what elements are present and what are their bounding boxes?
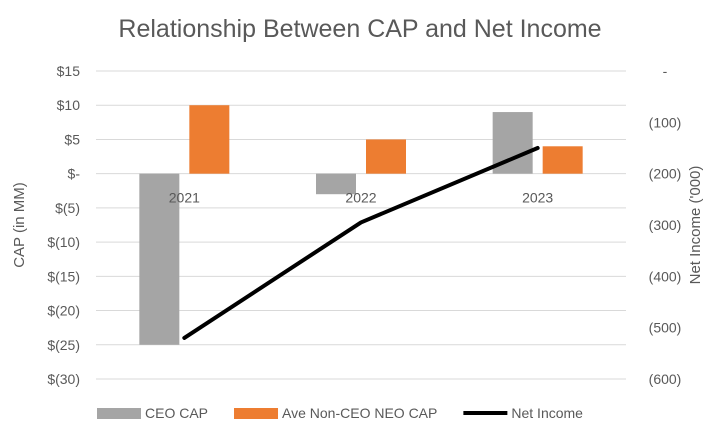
- legend-label-ceo-cap: CEO CAP: [145, 405, 208, 421]
- gridlines: [96, 70, 626, 380]
- legend-label-ave-non-ceo-neo-cap: Ave Non-CEO NEO CAP: [282, 405, 437, 421]
- y2-tick-label: (400): [649, 268, 682, 284]
- net-income-line: [182, 146, 540, 340]
- y-tick-label: $10: [57, 97, 81, 113]
- category-label: 2023: [522, 190, 553, 206]
- category-labels: 2021 2022 2023: [169, 190, 554, 206]
- y-tick-label: $15: [57, 63, 81, 79]
- category-label: 2021: [169, 190, 200, 206]
- right-axis-ticks: - (100) (200) (300) (400) (500) (600): [649, 63, 682, 387]
- y-tick-label: $(5): [55, 200, 80, 216]
- bar-ceo-cap-2021: [139, 173, 180, 345]
- legend: CEO CAP Ave Non-CEO NEO CAP Net Income: [97, 405, 583, 421]
- y2-tick-label: (500): [649, 320, 682, 336]
- y-tick-label: $-: [68, 166, 81, 182]
- bar-ave-non-ceo-neo-cap-2023: [542, 146, 583, 174]
- y-tick-label: $(30): [47, 371, 80, 387]
- y-tick-label: $(15): [47, 268, 80, 284]
- y-tick-label: $(10): [47, 234, 80, 250]
- chart-title: Relationship Between CAP and Net Income: [118, 15, 601, 43]
- y2-tick-label: -: [663, 63, 668, 79]
- net-income-line-group: [182, 146, 540, 340]
- legend-swatch-ceo-cap: [97, 408, 141, 419]
- y-axis-title: CAP (in MM): [11, 182, 28, 268]
- legend-swatch-ave-non-ceo-neo-cap: [234, 408, 279, 419]
- y-tick-label: $(25): [47, 337, 80, 353]
- y2-tick-label: (600): [649, 371, 682, 387]
- bar-ceo-cap-2022: [316, 173, 356, 195]
- y2-tick-label: (200): [649, 166, 682, 182]
- bars: [139, 105, 583, 345]
- left-axis-ticks: $15 $10 $5 $- $(5) $(10) $(15) $(20) $(25) $(30): [47, 63, 80, 387]
- y2-axis-title: Net Income ('000): [687, 166, 704, 285]
- category-label: 2022: [345, 190, 376, 206]
- bar-ave-non-ceo-neo-cap-2021: [189, 105, 230, 174]
- bar-ave-non-ceo-neo-cap-2022: [366, 139, 406, 174]
- y-tick-label: $5: [64, 131, 80, 147]
- y2-tick-label: (100): [649, 114, 682, 130]
- y2-tick-label: (300): [649, 217, 682, 233]
- y-tick-label: $(20): [47, 303, 80, 319]
- legend-label-net-income: Net Income: [511, 405, 583, 421]
